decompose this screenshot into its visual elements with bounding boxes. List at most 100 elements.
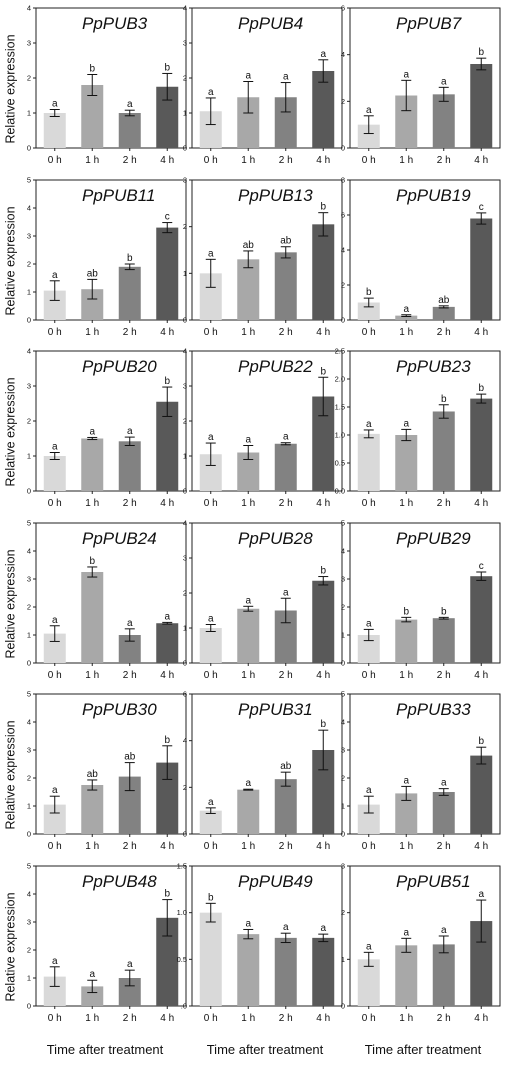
bar (312, 396, 335, 491)
significance-letter: a (403, 304, 409, 315)
bar (81, 986, 104, 1006)
y-tick-label: 1.0 (335, 431, 345, 440)
significance-letter: a (403, 775, 409, 786)
x-tick-label: 4 h (474, 841, 488, 852)
y-tick-label: 5 (27, 690, 31, 699)
x-tick-label: 4 h (474, 155, 488, 166)
y-tick-label: 6 (183, 690, 187, 699)
chart-panel: 0 1 2 3 4 5 PpPUB30 a 0 h ab 1 h ab 2 h b 4 h (27, 690, 187, 852)
significance-letter: a (283, 432, 289, 443)
bar (470, 398, 493, 491)
x-tick-label: 2 h (123, 670, 137, 681)
x-tick-label: 1 h (241, 327, 255, 338)
y-tick-label: 0 (27, 144, 31, 153)
y-tick-label: 3 (27, 918, 31, 927)
x-tick-label: 4 h (160, 498, 174, 509)
x-tick-label: 2 h (437, 498, 451, 509)
x-tick-label: 1 h (399, 1013, 413, 1024)
x-tick-label: 4 h (160, 841, 174, 852)
significance-letter: a (245, 71, 251, 82)
chart-panel: 0.0 0.5 1.0 1.5 2.0 2.5 PpPUB23 a 0 h a 1 h b 2 h b 4 … (335, 347, 501, 509)
significance-letter: a (208, 87, 214, 98)
x-tick-label: 0 h (48, 841, 62, 852)
significance-letter: a (283, 587, 289, 598)
significance-letter: b (127, 253, 133, 264)
bar (470, 64, 493, 148)
y-tick-label: 1 (341, 802, 345, 811)
chart-panel: 0 1 2 3 4 PpPUB22 a 0 h a 1 h a 2 h b 4 h (183, 347, 343, 509)
y-tick-label: 2 (27, 774, 31, 783)
bar (156, 623, 179, 663)
chart-panel: 0 1 2 3 PpPUB51 a 0 h a 1 h a 2 h a 4 h (341, 862, 501, 1024)
x-tick-label: 2 h (123, 498, 137, 509)
x-tick-label: 4 h (316, 841, 330, 852)
bar (43, 976, 66, 1006)
significance-letter: a (366, 785, 372, 796)
y-tick-label: 1 (183, 269, 187, 278)
bar (312, 224, 335, 320)
chart-panel: 0 1 2 3 4 5 PpPUB11 a 0 h ab 1 h b 2 h c 4 h (27, 176, 187, 338)
y-tick-label: 4 (183, 347, 187, 356)
bar (118, 776, 141, 834)
y-tick-label: 2 (27, 946, 31, 955)
y-tick-label: 0 (341, 1002, 345, 1011)
bar (81, 438, 104, 491)
bar (118, 266, 141, 320)
significance-letter: a (52, 785, 58, 796)
y-tick-label: 4 (27, 718, 31, 727)
plot-frame (349, 865, 501, 1007)
bar (199, 454, 222, 491)
significance-letter: c (479, 561, 484, 572)
x-tick-label: 1 h (399, 670, 413, 681)
x-tick-label: 2 h (279, 841, 293, 852)
y-tick-label: 3 (27, 575, 31, 584)
x-tick-label: 4 h (160, 155, 174, 166)
chart-title: PpPUB19 (396, 186, 471, 205)
bar (432, 792, 455, 834)
chart-title: PpPUB3 (82, 14, 148, 33)
significance-letter: a (245, 435, 251, 446)
plot-frame (35, 693, 187, 835)
y-tick-label: 5 (27, 519, 31, 528)
chart-title: PpPUB7 (396, 14, 462, 33)
chart-title: PpPUB4 (238, 14, 303, 33)
significance-letter: a (366, 941, 372, 952)
y-tick-label: 3 (341, 862, 345, 871)
y-tick-label: 0 (341, 316, 345, 325)
y-tick-label: 3 (183, 554, 187, 563)
bar (118, 978, 141, 1006)
y-axis-label-row-2: Relative expression (4, 206, 18, 316)
x-tick-label: 4 h (474, 1013, 488, 1024)
bar (470, 218, 493, 320)
x-tick-label: 2 h (279, 155, 293, 166)
chart-title: PpPUB49 (238, 872, 313, 891)
y-tick-label: 5 (27, 862, 31, 871)
y-tick-label: 3 (183, 176, 187, 185)
chart-title: PpPUB51 (396, 872, 471, 891)
x-tick-label: 1 h (85, 498, 99, 509)
bar (274, 443, 297, 491)
x-tick-label: 1 h (399, 498, 413, 509)
y-tick-label: 3 (27, 746, 31, 755)
plot-frame (349, 350, 501, 492)
significance-letter: c (165, 212, 170, 223)
y-tick-label: 4 (27, 347, 31, 356)
bar (357, 804, 380, 834)
y-tick-label: 0 (183, 316, 187, 325)
chart-title: PpPUB24 (82, 529, 157, 548)
significance-letter: a (320, 923, 326, 934)
x-tick-label: 4 h (160, 1013, 174, 1024)
x-tick-label: 0 h (48, 670, 62, 681)
x-tick-label: 4 h (474, 327, 488, 338)
plot-frame (191, 865, 343, 1007)
chart-panel: 0 1 2 3 4 PpPUB3 a 0 h b 1 h a 2 h b 4 h (27, 4, 187, 166)
significance-letter: ab (87, 268, 99, 279)
significance-letter: b (164, 376, 170, 387)
bar (357, 959, 380, 1006)
x-tick-label: 2 h (123, 841, 137, 852)
chart-panel: 0 1 2 3 4 5 PpPUB29 a 0 h b 1 h b 2 h c 4 h (341, 519, 501, 681)
bar (237, 259, 260, 320)
bar (43, 633, 66, 663)
bar (237, 934, 260, 1006)
bar (470, 921, 493, 1006)
